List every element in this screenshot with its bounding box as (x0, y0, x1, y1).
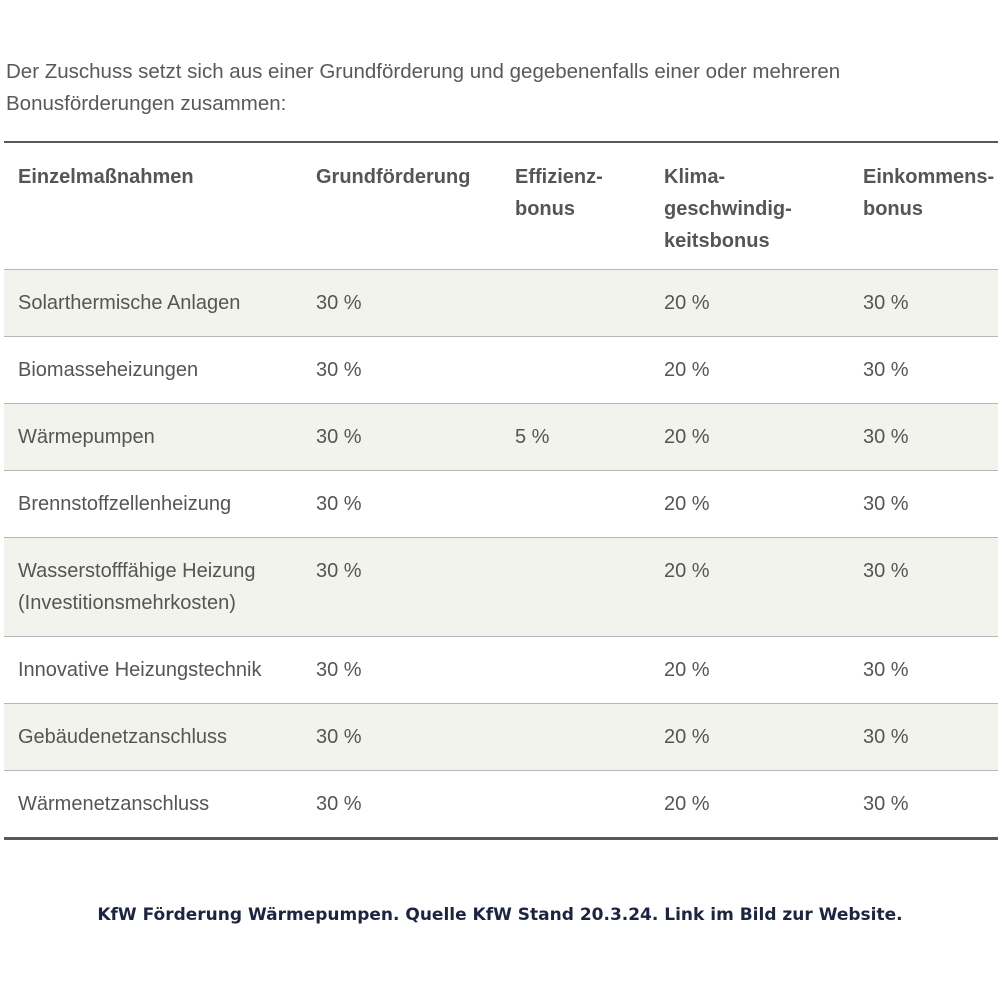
cell-effizienzbonus (501, 337, 650, 404)
cell-klimabonus: 20 % (664, 793, 710, 815)
cell-einkommensbonus: 30 % (863, 426, 909, 448)
cell-measure: Brennstoffzellenheizung (18, 493, 232, 515)
cell-klimabonus: 20 % (664, 493, 710, 515)
cell-klimabonus: 20 % (664, 726, 710, 748)
table-row: Solarthermische Anlagen 30 % 20 % 30 % (4, 269, 998, 337)
cell-einkommensbonus: 30 % (863, 560, 909, 582)
intro-text: Der Zuschuss setzt sich aus einer Grundf… (6, 60, 841, 115)
cell-measure: Innovative Heizungstechnik (18, 659, 262, 681)
cell-grundfoerderung: 30 % (316, 426, 362, 448)
cell-grundfoerderung: 30 % (316, 726, 362, 748)
image-caption: KfW Förderung Wärmepumpen. Quelle KfW St… (97, 905, 903, 925)
cell-einkommensbonus: 30 % (863, 292, 909, 314)
header-effizienzbonus: Effizienz- bonus (515, 166, 603, 220)
table-row: Brennstoffzellenheizung 30 % 20 % 30 % (4, 470, 998, 538)
table-row: Innovative Heizungstechnik 30 % 20 % 30 … (4, 636, 998, 704)
cell-measure: Wärmenetzanschluss (18, 793, 210, 815)
cell-grundfoerderung: 30 % (316, 493, 362, 515)
table-row: Wärmenetzanschluss 30 % 20 % 30 % (4, 770, 998, 839)
cell-klimabonus: 20 % (664, 560, 710, 582)
cell-einkommensbonus: 30 % (863, 359, 909, 381)
cell-klimabonus: 20 % (664, 292, 710, 314)
cell-effizienzbonus (501, 471, 650, 538)
cell-klimabonus: 20 % (664, 659, 710, 681)
cell-grundfoerderung: 30 % (316, 659, 362, 681)
cell-grundfoerderung: 30 % (316, 793, 362, 815)
cell-effizienzbonus: 5 % (515, 426, 550, 448)
table-row: Biomasseheizungen 30 % 20 % 30 % (4, 336, 998, 404)
table-row: Gebäudenetzanschluss 30 % 20 % 30 % (4, 703, 998, 771)
cell-einkommensbonus: 30 % (863, 793, 909, 815)
cell-klimabonus: 20 % (664, 359, 710, 381)
cell-effizienzbonus (501, 538, 650, 637)
funding-table-container: Einzelmaßnahmen Grundförderung Effizienz… (4, 141, 998, 840)
cell-einkommensbonus: 30 % (863, 659, 909, 681)
cell-effizienzbonus (501, 704, 650, 771)
cell-measure: Biomasseheizungen (18, 359, 199, 381)
cell-measure: Wasserstofffähige Heizung (Investitionsm… (18, 560, 256, 614)
table-header-row: Einzelmaßnahmen Grundförderung Effizienz… (4, 142, 998, 270)
table-row: Wasserstofffähige Heizung (Investitionsm… (4, 537, 998, 637)
table-body: Solarthermische Anlagen 30 % 20 % 30 % B… (4, 269, 998, 839)
header-einkommensbonus: Einkommens- bonus (863, 166, 995, 220)
header-klimageschwindigkeitsbonus: Klima- geschwindig- keitsbonus (664, 166, 792, 252)
cell-measure: Wärmepumpen (18, 426, 155, 448)
cell-measure: Gebäudenetzanschluss (18, 726, 228, 748)
cell-grundfoerderung: 30 % (316, 359, 362, 381)
cell-grundfoerderung: 30 % (316, 292, 362, 314)
cell-effizienzbonus (501, 637, 650, 704)
cell-einkommensbonus: 30 % (863, 726, 909, 748)
cell-klimabonus: 20 % (664, 426, 710, 448)
cell-grundfoerderung: 30 % (316, 560, 362, 582)
table-row: Wärmepumpen 30 % 5 % 20 % 30 % (4, 403, 998, 471)
cell-effizienzbonus (501, 270, 650, 337)
cell-einkommensbonus: 30 % (863, 493, 909, 515)
header-grundfoerderung: Grundförderung (316, 166, 471, 188)
cell-measure: Solarthermische Anlagen (18, 292, 241, 314)
cell-effizienzbonus (501, 771, 650, 839)
header-einzelmassnahmen: Einzelmaßnahmen (18, 166, 194, 188)
funding-table: Einzelmaßnahmen Grundförderung Effizienz… (4, 141, 998, 840)
